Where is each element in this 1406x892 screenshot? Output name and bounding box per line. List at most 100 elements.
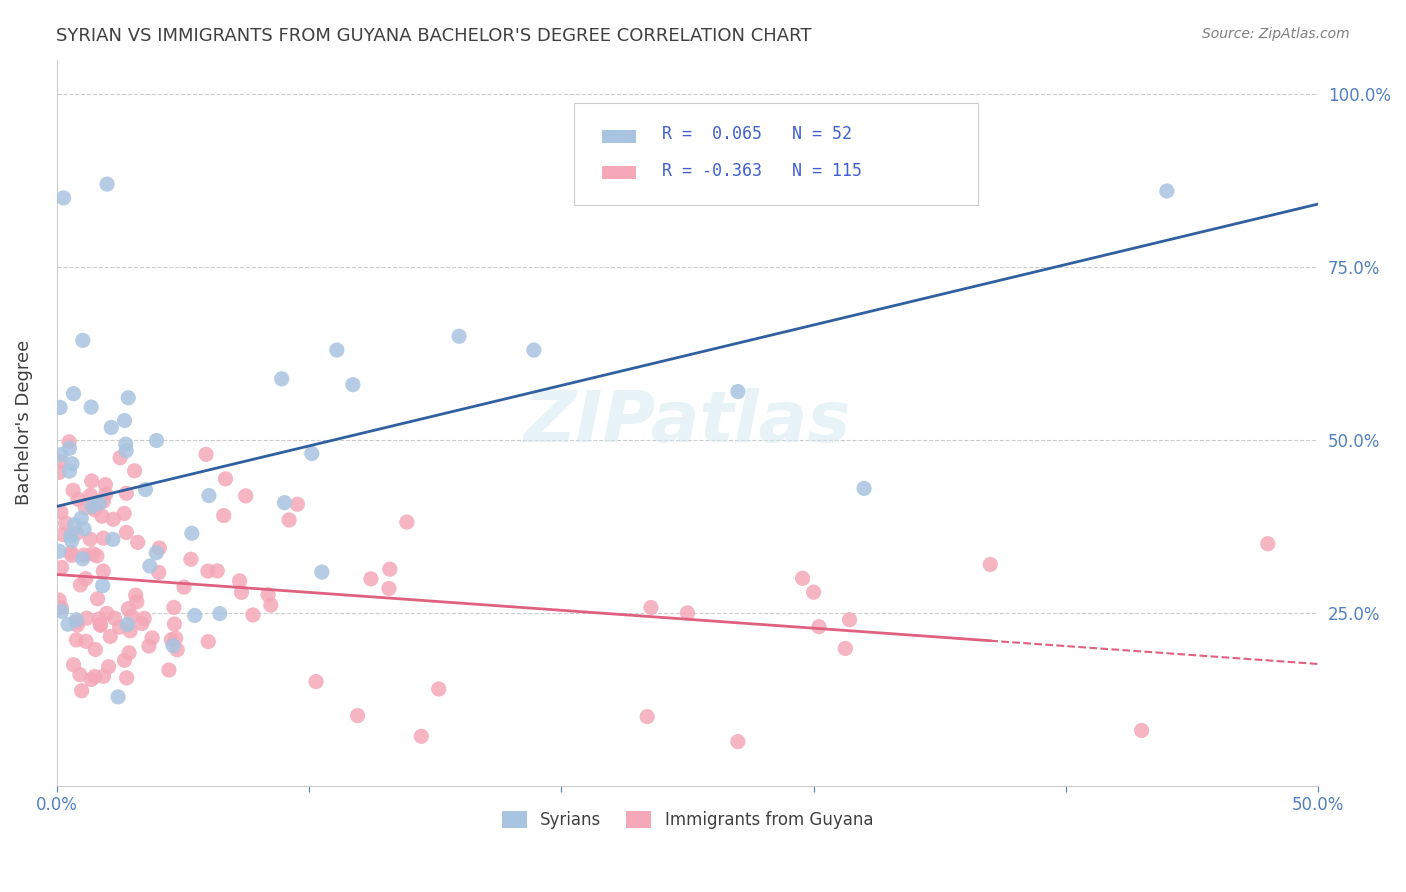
Syrians [311, 565, 333, 579]
Text: ZIPatlas: ZIPatlas [524, 388, 851, 458]
Syrians [80, 400, 103, 414]
Immigrants from Guyana [69, 667, 91, 681]
Immigrants from Guyana [75, 500, 97, 515]
Immigrants from Guyana [49, 454, 72, 468]
Immigrants from Guyana [58, 434, 80, 449]
Immigrants from Guyana [55, 516, 77, 530]
Immigrants from Guyana [79, 488, 101, 502]
Syrians [114, 437, 136, 451]
Immigrants from Guyana [117, 601, 139, 615]
Immigrants from Guyana [89, 618, 111, 632]
Syrians [139, 559, 162, 574]
Immigrants from Guyana [792, 571, 814, 585]
Legend: Syrians, Immigrants from Guyana: Syrians, Immigrants from Guyana [495, 804, 880, 836]
Immigrants from Guyana [89, 617, 111, 632]
Immigrants from Guyana [121, 609, 143, 624]
FancyBboxPatch shape [602, 166, 636, 179]
Immigrants from Guyana [48, 466, 70, 480]
Syrians [65, 613, 87, 627]
Immigrants from Guyana [73, 548, 96, 562]
Immigrants from Guyana [305, 674, 328, 689]
Syrians [70, 511, 93, 525]
Immigrants from Guyana [103, 611, 125, 625]
Immigrants from Guyana [70, 683, 93, 698]
Syrians [49, 401, 72, 415]
Syrians [63, 517, 86, 532]
Immigrants from Guyana [141, 631, 163, 645]
Syrians [134, 483, 156, 497]
Immigrants from Guyana [197, 564, 219, 578]
Immigrants from Guyana [62, 483, 84, 498]
Immigrants from Guyana [93, 531, 115, 545]
Immigrants from Guyana [180, 552, 202, 566]
Immigrants from Guyana [131, 616, 153, 631]
Syrians [184, 608, 207, 623]
Syrians [115, 443, 138, 458]
Immigrants from Guyana [125, 595, 148, 609]
Immigrants from Guyana [82, 547, 104, 561]
Immigrants from Guyana [108, 620, 131, 634]
Immigrants from Guyana [834, 641, 856, 656]
Immigrants from Guyana [803, 585, 825, 599]
Immigrants from Guyana [165, 631, 187, 645]
Immigrants from Guyana [160, 632, 183, 647]
Immigrants from Guyana [1257, 537, 1279, 551]
Immigrants from Guyana [257, 588, 280, 602]
Immigrants from Guyana [118, 646, 141, 660]
Immigrants from Guyana [60, 549, 83, 563]
Immigrants from Guyana [62, 657, 84, 672]
Immigrants from Guyana [76, 611, 98, 625]
Immigrants from Guyana [89, 612, 111, 626]
Immigrants from Guyana [115, 525, 138, 540]
Immigrants from Guyana [80, 474, 103, 488]
Immigrants from Guyana [103, 512, 125, 526]
Immigrants from Guyana [115, 486, 138, 500]
FancyBboxPatch shape [602, 130, 636, 143]
Immigrants from Guyana [86, 591, 108, 606]
Syrians [49, 448, 72, 462]
Immigrants from Guyana [285, 497, 308, 511]
Immigrants from Guyana [84, 642, 107, 657]
Immigrants from Guyana [148, 566, 170, 580]
Syrians [180, 526, 202, 541]
Syrians [273, 496, 295, 510]
Syrians [198, 489, 221, 503]
Immigrants from Guyana [114, 653, 136, 667]
Immigrants from Guyana [411, 729, 433, 743]
Syrians [326, 343, 349, 357]
Syrians [301, 446, 323, 460]
Y-axis label: Bachelor's Degree: Bachelor's Degree [15, 340, 32, 506]
Immigrants from Guyana [67, 492, 90, 507]
Syrians [162, 639, 184, 653]
Immigrants from Guyana [51, 560, 73, 574]
Syrians [72, 334, 94, 348]
Immigrants from Guyana [838, 613, 860, 627]
Immigrants from Guyana [378, 582, 401, 596]
Syrians [89, 496, 111, 510]
Syrians [58, 464, 80, 478]
Syrians [114, 414, 136, 428]
Immigrants from Guyana [127, 535, 149, 549]
Syrians [117, 391, 139, 405]
Immigrants from Guyana [242, 607, 264, 622]
Immigrants from Guyana [166, 642, 188, 657]
Immigrants from Guyana [91, 564, 114, 578]
Immigrants from Guyana [120, 624, 142, 638]
Immigrants from Guyana [98, 630, 121, 644]
Immigrants from Guyana [66, 615, 89, 629]
FancyBboxPatch shape [574, 103, 977, 205]
Syrians [145, 434, 167, 448]
Immigrants from Guyana [83, 669, 105, 683]
Syrians [51, 604, 73, 618]
Immigrants from Guyana [51, 600, 73, 615]
Immigrants from Guyana [395, 515, 418, 529]
Syrians [62, 386, 84, 401]
Text: Source: ZipAtlas.com: Source: ZipAtlas.com [1202, 27, 1350, 41]
Immigrants from Guyana [138, 639, 160, 653]
Immigrants from Guyana [260, 598, 283, 612]
Syrians [702, 136, 724, 150]
Text: R = -0.363   N = 115: R = -0.363 N = 115 [662, 161, 862, 179]
Syrians [727, 384, 749, 399]
Syrians [52, 191, 75, 205]
Syrians [117, 617, 139, 632]
